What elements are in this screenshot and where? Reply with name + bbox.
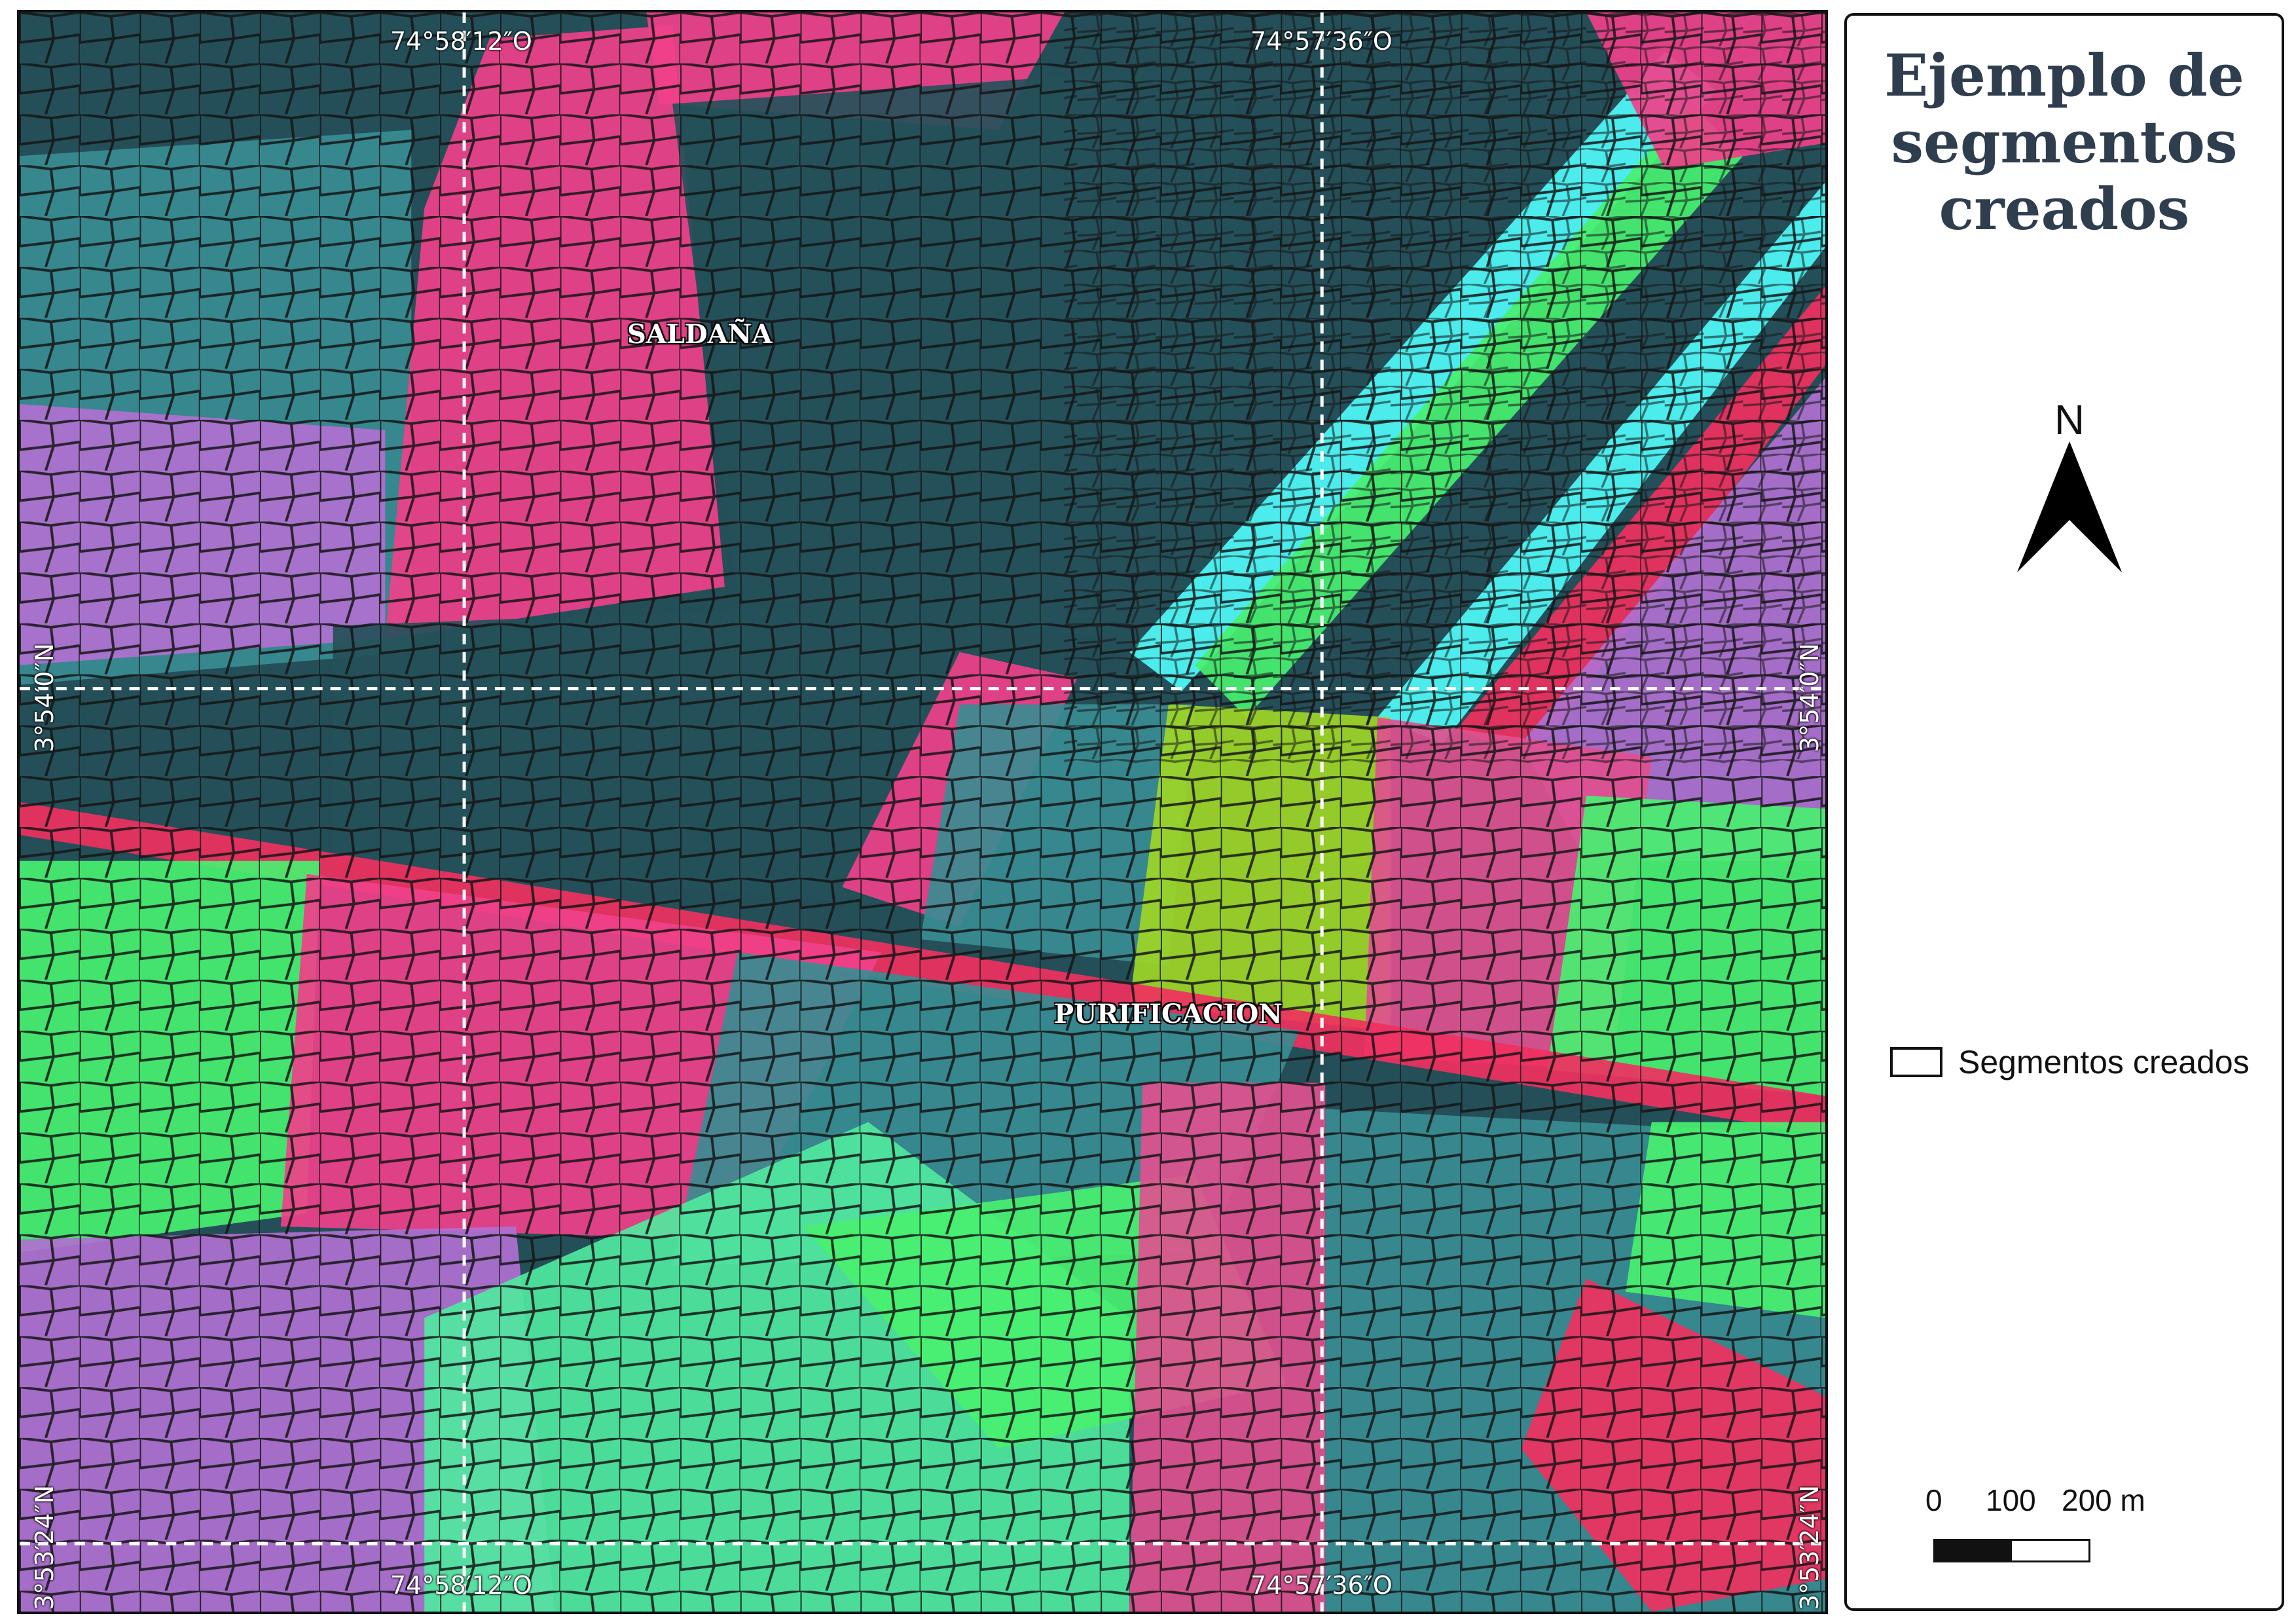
scale-tick-100: 100: [1986, 1483, 2036, 1517]
left-lat-north-label: 3°54′0″N: [30, 643, 59, 752]
place-label-purificacion[interactable]: PURIFICACION: [1054, 999, 1283, 1029]
bottom-lon-west-label: 74°58′12″O: [390, 1571, 532, 1600]
scale-bar: 0 100 200 m: [1925, 1483, 2145, 1574]
legend-panel: Ejemplo de segmentos creados N Segmentos…: [1844, 13, 2284, 1611]
top-lon-east-label: 74°57′36″O: [1250, 27, 1393, 56]
north-arrow: N: [2004, 396, 2135, 592]
scale-tick-0: 0: [1925, 1483, 1942, 1517]
place-label-saldana[interactable]: SALDAÑA: [627, 319, 773, 350]
segment-lines-fine: [1064, 12, 1825, 764]
scale-bar-graphic: [1933, 1539, 2090, 1562]
north-arrow-icon: [2017, 441, 2122, 572]
bottom-lon-east-label: 74°57′36″O: [1250, 1571, 1393, 1600]
graticule: [20, 12, 1825, 1612]
right-lat-south-label: 3°53′24″N: [1795, 1485, 1824, 1610]
scale-segment-black: [1935, 1541, 2012, 1560]
map-frame[interactable]: 74°58′12″O 74°57′36″O 74°58′12″O 74°57′3…: [17, 10, 1828, 1614]
legend-item-label: Segmentos creados: [1958, 1044, 2250, 1080]
left-lat-south-label: 3°53′24″N: [30, 1485, 59, 1610]
scale-tick-200: 200 m: [2062, 1483, 2145, 1517]
legend-item-segmentos: Segmentos creados: [1890, 1043, 2250, 1082]
top-lon-west-label: 74°58′12″O: [390, 27, 532, 56]
satellite-segment-map[interactable]: [20, 12, 1825, 1612]
legend-swatch: [1890, 1047, 1942, 1077]
north-label: N: [2054, 396, 2085, 443]
right-lat-north-label: 3°54′0″N: [1795, 643, 1824, 752]
scale-segment-white: [2012, 1541, 2088, 1560]
legend-title: Ejemplo de segmentos creados: [1884, 41, 2244, 243]
